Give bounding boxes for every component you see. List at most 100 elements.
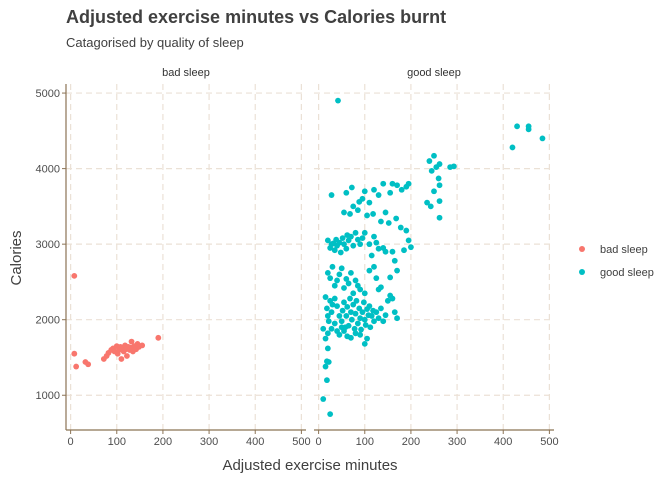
data-point-good-sleep bbox=[371, 263, 377, 270]
data-point-good-sleep bbox=[343, 313, 350, 319]
data-point-good-sleep bbox=[325, 359, 332, 365]
data-point-bad-sleep bbox=[155, 334, 162, 341]
data-point-good-sleep bbox=[348, 334, 354, 341]
data-point-good-sleep bbox=[336, 271, 343, 278]
data-point-good-sleep bbox=[337, 249, 344, 256]
data-point-good-sleep bbox=[322, 294, 329, 300]
data-point-good-sleep bbox=[324, 330, 331, 337]
data-point-good-sleep bbox=[345, 322, 352, 329]
y-axis-title: Calories bbox=[8, 230, 25, 285]
data-point-good-sleep bbox=[324, 345, 331, 352]
data-point-good-sleep bbox=[329, 263, 336, 270]
data-point-good-sleep bbox=[380, 318, 387, 325]
data-point-good-sleep bbox=[356, 198, 363, 205]
data-point-good-sleep bbox=[339, 307, 346, 314]
data-point-good-sleep bbox=[361, 316, 368, 323]
data-point-good-sleep bbox=[348, 269, 354, 276]
x-tick-label: 0 bbox=[316, 436, 322, 448]
data-point-good-sleep bbox=[352, 330, 359, 337]
x-tick-label: 300 bbox=[200, 436, 218, 448]
x-tick-label: 100 bbox=[356, 436, 374, 448]
data-point-good-sleep bbox=[394, 315, 400, 322]
data-point-good-sleep bbox=[514, 123, 520, 130]
data-point-good-sleep bbox=[334, 303, 340, 310]
data-point-good-sleep bbox=[375, 192, 382, 198]
data-point-good-sleep bbox=[351, 325, 358, 332]
data-point-good-sleep bbox=[525, 126, 532, 133]
data-point-bad-sleep bbox=[124, 353, 130, 359]
data-point-good-sleep bbox=[345, 280, 352, 287]
data-point-good-sleep bbox=[361, 229, 368, 236]
data-point-bad-sleep bbox=[71, 272, 78, 279]
data-point-good-sleep bbox=[393, 215, 400, 222]
data-point-good-sleep bbox=[361, 188, 368, 195]
data-point-good-sleep bbox=[370, 211, 376, 217]
data-point-good-sleep bbox=[378, 218, 384, 225]
data-point-good-sleep bbox=[391, 257, 398, 264]
legend-key-bad-sleep bbox=[579, 246, 585, 252]
data-point-good-sleep bbox=[357, 331, 364, 338]
x-axis-title: Adjusted exercise minutes bbox=[222, 457, 397, 474]
data-point-good-sleep bbox=[353, 297, 360, 304]
data-point-good-sleep bbox=[431, 152, 437, 159]
data-point-good-sleep bbox=[350, 203, 357, 210]
data-point-good-sleep bbox=[436, 198, 443, 204]
data-point-good-sleep bbox=[375, 315, 382, 322]
data-point-good-sleep bbox=[320, 325, 327, 332]
data-point-good-sleep bbox=[373, 239, 380, 246]
data-point-good-sleep bbox=[343, 245, 350, 252]
strip-label-good-sleep: good sleep bbox=[407, 67, 461, 79]
data-point-good-sleep bbox=[389, 295, 396, 302]
legend: bad sleep good sleep bbox=[579, 244, 654, 279]
data-point-good-sleep bbox=[359, 235, 366, 242]
data-point-good-sleep bbox=[360, 299, 367, 306]
data-point-good-sleep bbox=[436, 214, 443, 221]
legend-label-bad-sleep: bad sleep bbox=[600, 244, 648, 256]
data-point-bad-sleep bbox=[128, 338, 135, 345]
data-point-good-sleep bbox=[382, 248, 389, 255]
data-point-good-sleep bbox=[352, 229, 359, 236]
data-point-bad-sleep bbox=[73, 363, 80, 370]
data-point-good-sleep bbox=[328, 309, 335, 316]
data-point-bad-sleep bbox=[71, 350, 78, 357]
y-tick-label: 3000 bbox=[36, 239, 60, 251]
x-tick-label: 300 bbox=[448, 436, 466, 448]
data-point-good-sleep bbox=[354, 207, 361, 214]
data-point-good-sleep bbox=[361, 290, 368, 297]
data-point-good-sleep bbox=[347, 211, 353, 217]
data-point-good-sleep bbox=[324, 377, 330, 384]
data-point-good-sleep bbox=[382, 312, 389, 319]
data-point-good-sleep bbox=[378, 284, 384, 291]
data-point-good-sleep bbox=[322, 335, 329, 342]
data-point-good-sleep bbox=[368, 313, 375, 319]
data-point-good-sleep bbox=[397, 224, 404, 231]
data-point-good-sleep bbox=[436, 161, 443, 167]
data-point-good-sleep bbox=[366, 267, 373, 274]
data-point-good-sleep bbox=[324, 237, 331, 244]
data-point-good-sleep bbox=[331, 295, 338, 302]
data-point-good-sleep bbox=[359, 309, 366, 316]
data-point-good-sleep bbox=[380, 180, 387, 187]
data-point-good-sleep bbox=[384, 297, 391, 304]
data-point-good-sleep bbox=[405, 237, 412, 244]
legend-label-good-sleep: good sleep bbox=[600, 267, 654, 279]
data-point-good-sleep bbox=[336, 331, 343, 338]
data-point-good-sleep bbox=[348, 233, 354, 240]
data-point-good-sleep bbox=[394, 182, 400, 189]
data-point-good-sleep bbox=[436, 182, 443, 189]
data-point-good-sleep bbox=[339, 235, 346, 242]
data-point-good-sleep bbox=[424, 199, 430, 206]
data-point-good-sleep bbox=[341, 209, 347, 216]
data-point-good-sleep bbox=[403, 227, 410, 234]
x-tick-label: 200 bbox=[402, 436, 420, 448]
data-point-good-sleep bbox=[371, 318, 377, 325]
data-point-good-sleep bbox=[324, 269, 331, 276]
data-point-good-sleep bbox=[364, 212, 370, 219]
data-point-good-sleep bbox=[348, 316, 355, 323]
data-point-good-sleep bbox=[341, 328, 347, 334]
data-point-good-sleep bbox=[366, 303, 373, 310]
x-tick-label: 400 bbox=[246, 436, 264, 448]
data-point-good-sleep bbox=[361, 340, 368, 347]
y-tick-label: 4000 bbox=[36, 164, 60, 176]
data-point-good-sleep bbox=[357, 315, 364, 322]
